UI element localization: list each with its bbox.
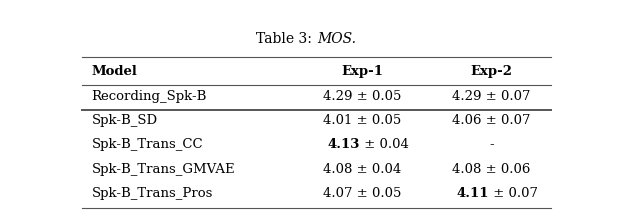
Text: Table 3:: Table 3:	[256, 32, 317, 46]
Text: 4.29 ± 0.07: 4.29 ± 0.07	[452, 90, 531, 103]
Text: Model: Model	[91, 65, 137, 78]
Text: 4.08 ± 0.04: 4.08 ± 0.04	[323, 163, 401, 176]
Text: 4.13: 4.13	[328, 138, 360, 151]
Text: Recording_Spk-B: Recording_Spk-B	[91, 90, 207, 103]
Text: Spk-B_Trans_GMVAE: Spk-B_Trans_GMVAE	[91, 163, 235, 176]
Text: 4.06 ± 0.07: 4.06 ± 0.07	[452, 114, 531, 127]
Text: 4.29 ± 0.05: 4.29 ± 0.05	[323, 90, 402, 103]
Text: 4.08 ± 0.06: 4.08 ± 0.06	[452, 163, 531, 176]
Text: 4.01 ± 0.05: 4.01 ± 0.05	[323, 114, 401, 127]
Text: 4.11: 4.11	[457, 187, 489, 200]
Text: MOS.: MOS.	[317, 32, 356, 46]
Text: 4.07 ± 0.05: 4.07 ± 0.05	[323, 187, 402, 200]
Text: Spk-B_SD: Spk-B_SD	[91, 114, 158, 127]
Text: ± 0.04: ± 0.04	[360, 138, 408, 151]
Text: Spk-B_Trans_Pros: Spk-B_Trans_Pros	[91, 187, 213, 200]
Text: Exp-1: Exp-1	[341, 65, 383, 78]
Text: ± 0.07: ± 0.07	[489, 187, 538, 200]
Text: Spk-B_Trans_CC: Spk-B_Trans_CC	[91, 138, 203, 151]
Text: Exp-2: Exp-2	[470, 65, 512, 78]
Text: -: -	[489, 138, 494, 151]
